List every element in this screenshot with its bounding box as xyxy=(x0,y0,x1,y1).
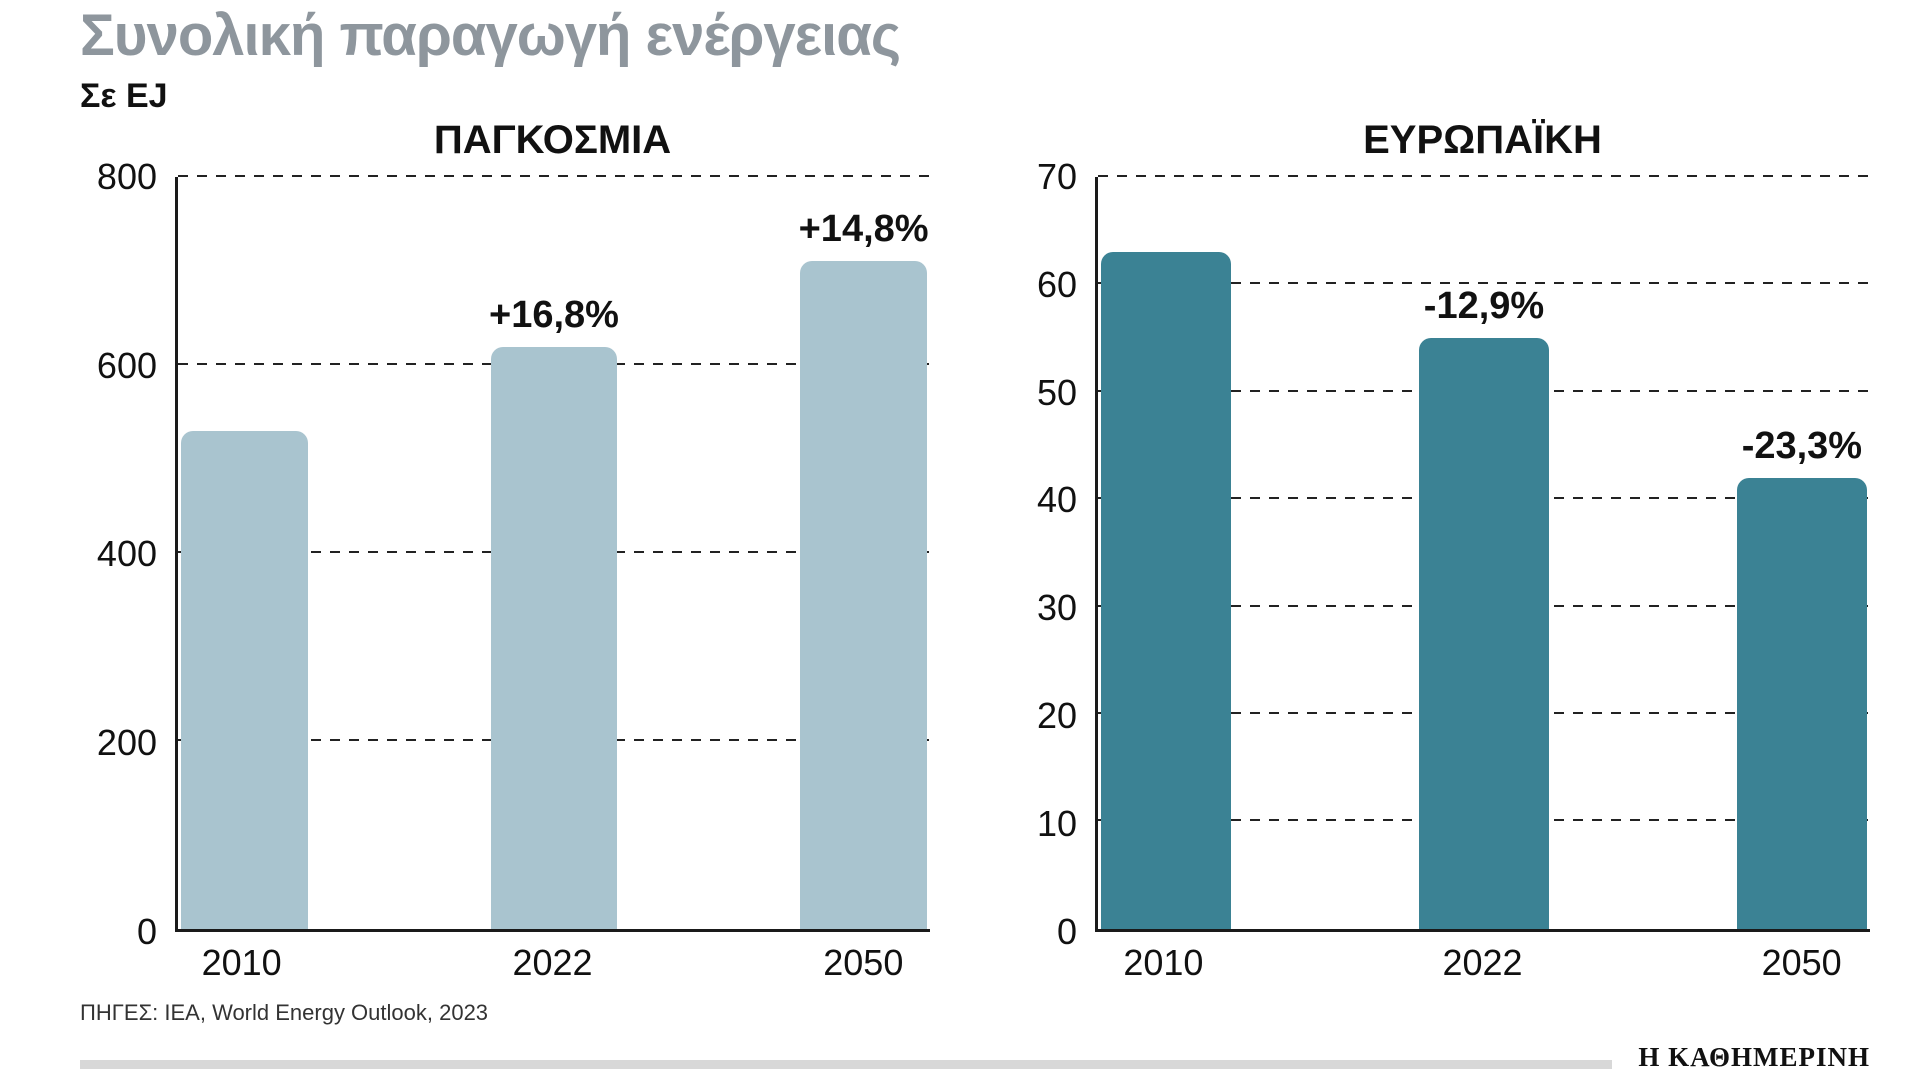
plot-area: -12,9% -23,3% xyxy=(1095,174,1870,932)
plot-row: 0 200 400 600 800 +16,8% +14,8% xyxy=(80,158,930,949)
bar-2050: -23,3% xyxy=(1736,425,1867,929)
bar-2010 xyxy=(181,430,308,929)
y-tick-label: 10 xyxy=(1036,803,1077,845)
y-tick-label: 70 xyxy=(1036,155,1077,197)
bar-value-label: +14,8% xyxy=(798,207,929,250)
source-text: ΠΗΓΕΣ: ΙΕΑ, World Energy Outlook, 2023 xyxy=(80,999,489,1025)
bar-2050: +14,8% xyxy=(799,208,929,929)
plot-row: 0 10 20 30 40 50 60 70 -12,9% -23,3% xyxy=(1020,158,1870,949)
x-tick-label: 2010 xyxy=(201,941,282,983)
bar-value-label: -12,9% xyxy=(1423,285,1545,328)
y-tick-label: 50 xyxy=(1036,371,1077,413)
chart-european: ΕΥΡΩΠΑΪΚΗ 0 10 20 30 40 50 60 70 -12,9% -23,3% 2… xyxy=(1020,118,1870,984)
gridline xyxy=(178,174,930,177)
x-axis: 2010 2022 2050 xyxy=(80,932,930,984)
y-tick-label: 800 xyxy=(96,155,157,197)
y-tick-label: 30 xyxy=(1036,587,1077,629)
bar-value-label: -23,3% xyxy=(1741,424,1863,467)
x-tick-label: 2022 xyxy=(512,941,593,983)
y-axis: 0 200 400 600 800 xyxy=(80,158,175,949)
page-title: Συνολική παραγωγή ενέργειας xyxy=(80,3,901,68)
bar-2022: -12,9% xyxy=(1418,285,1550,929)
footer-bar-row: Η ΚΑΘΗΜΕΡΙΝΗ xyxy=(80,1042,1870,1073)
bar-value-label: +16,8% xyxy=(489,294,619,337)
gridline xyxy=(1098,174,1870,177)
x-labels: 2010 2022 2050 xyxy=(1095,932,1870,984)
plot-area: +16,8% +14,8% xyxy=(175,174,930,932)
y-tick-label: 40 xyxy=(1036,479,1077,521)
footer: ΠΗΓΕΣ: ΙΕΑ, World Energy Outlook, 2023 Η… xyxy=(80,1000,1870,1073)
y-tick-label: 600 xyxy=(96,344,157,386)
chart-global: ΠΑΓΚΟΣΜΙΑ 0 200 400 600 800 +16,8% +14,8% 201… xyxy=(80,118,930,984)
bar-2010 xyxy=(1101,252,1232,929)
chart-title-global: ΠΑΓΚΟΣΜΙΑ xyxy=(433,117,672,162)
y-tick-label: 200 xyxy=(96,722,157,764)
x-tick-label: 2010 xyxy=(1123,941,1204,983)
brand-logo: Η ΚΑΘΗΜΕΡΙΝΗ xyxy=(1638,1041,1870,1072)
y-axis: 0 10 20 30 40 50 60 70 xyxy=(1020,158,1095,949)
y-tick-label: 60 xyxy=(1036,263,1077,305)
y-tick-label: 0 xyxy=(1056,910,1077,952)
y-tick-label: 20 xyxy=(1036,695,1077,737)
x-tick-label: 2022 xyxy=(1442,941,1523,983)
x-tick-label: 2050 xyxy=(823,941,904,983)
x-axis: 2010 2022 2050 xyxy=(1020,932,1870,984)
x-tick-label: 2050 xyxy=(1761,941,1842,983)
bar-2022: +16,8% xyxy=(489,294,619,929)
footer-divider xyxy=(80,1059,1613,1069)
bars-group: -12,9% -23,3% xyxy=(1098,177,1870,929)
units-label: Σε EJ xyxy=(80,76,168,115)
bars-group: +16,8% +14,8% xyxy=(178,177,930,929)
y-tick-label: 0 xyxy=(136,910,157,952)
chart-title-european: ΕΥΡΩΠΑΪΚΗ xyxy=(1363,117,1602,162)
x-labels: 2010 2022 2050 xyxy=(175,932,930,984)
charts-container: ΠΑΓΚΟΣΜΙΑ 0 200 400 600 800 +16,8% +14,8% 201… xyxy=(80,118,1870,984)
gridline xyxy=(1098,282,1870,285)
y-tick-label: 400 xyxy=(96,533,157,575)
